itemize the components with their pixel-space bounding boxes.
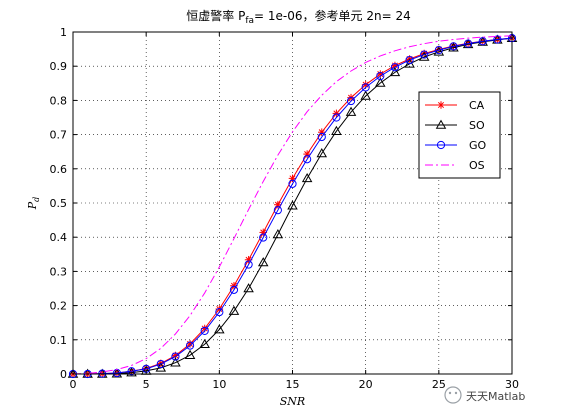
data-point-go (346, 96, 356, 106)
legend-label-so: SO (469, 119, 485, 132)
data-point-go (229, 285, 239, 294)
data-point-so (331, 125, 342, 135)
data-point-go (156, 359, 165, 369)
y-tick-label: 0.2 (50, 300, 68, 313)
data-point-go (317, 132, 326, 142)
data-point-go (259, 233, 268, 242)
data-point-go (273, 206, 282, 215)
watermark: 天天Matlab (444, 386, 525, 404)
series-go (68, 34, 517, 379)
x-tick-label: 25 (432, 378, 446, 391)
y-tick-label: 0.6 (50, 163, 68, 176)
watermark-text: 天天Matlab (466, 390, 525, 403)
y-axis-label: Pd (26, 197, 41, 211)
data-point-go (244, 260, 253, 269)
legend-marker-go (436, 140, 446, 150)
data-point-go (493, 35, 502, 44)
legend-marker-ca (437, 101, 445, 109)
data-point-go (464, 39, 473, 48)
x-tick-label: 20 (359, 378, 373, 391)
data-point-go (405, 55, 414, 65)
data-point-go (215, 307, 224, 317)
data-point-so (316, 148, 328, 158)
data-point-ca (332, 109, 341, 118)
data-point-so (418, 51, 430, 61)
data-point-so (214, 324, 225, 334)
y-tick-label: 0.8 (50, 94, 68, 107)
data-point-so (287, 200, 298, 210)
x-tick-label: 5 (143, 378, 150, 391)
y-tick-label: 0.4 (50, 231, 68, 244)
data-point-so (184, 349, 196, 359)
y-tick-label: 0.9 (50, 60, 68, 73)
data-point-go (303, 155, 312, 164)
legend: CA SO GO OS (418, 91, 501, 179)
data-point-go (478, 37, 487, 46)
data-point-go (171, 352, 180, 361)
data-point-so (170, 357, 181, 367)
data-point-so (375, 77, 386, 87)
x-tick-label: 0 (70, 378, 77, 391)
data-point-go (434, 46, 443, 55)
grid (73, 32, 512, 374)
data-point-go (288, 179, 297, 188)
x-tick-label: 15 (286, 378, 300, 391)
legend-marker-so (435, 119, 447, 129)
data-point-so (272, 229, 284, 239)
x-tick-label: 30 (505, 378, 519, 391)
y-tick-label: 0.5 (50, 197, 68, 210)
watermark-logo-icon (444, 386, 462, 404)
data-point-go (390, 63, 400, 72)
legend-label-go: GO (469, 139, 487, 152)
data-point-so (228, 305, 240, 315)
data-point-so (301, 172, 313, 183)
y-tick-label: 0.3 (50, 265, 68, 278)
series-line-go (73, 37, 513, 375)
data-point-so (389, 66, 401, 77)
y-tick-label: 0.1 (50, 334, 68, 347)
y-tick-label: 1 (60, 26, 67, 39)
series-os (72, 35, 513, 375)
x-axis-label: SNR (280, 395, 305, 408)
data-point-go (420, 50, 429, 59)
data-point-go (127, 367, 136, 376)
data-point-so (199, 338, 210, 349)
series-line-os (72, 35, 513, 375)
data-point-go (361, 83, 370, 92)
data-point-go (332, 113, 341, 122)
legend-box (418, 91, 501, 179)
chart-title: 恒虚警率 Pfa= 1e-06，参考单元 2n= 24 (186, 8, 410, 26)
data-point-so (243, 283, 254, 293)
data-point-go (185, 341, 195, 350)
y-tick-label: 0.7 (50, 129, 68, 142)
data-point-so (257, 257, 269, 267)
data-point-go (200, 326, 209, 336)
x-tick-label: 10 (212, 378, 226, 391)
data-point-so (345, 106, 357, 116)
legend-label-ca: CA (469, 99, 485, 112)
legend-label-os: OS (469, 159, 485, 172)
plot-area (73, 32, 512, 374)
data-point-go (449, 42, 458, 51)
data-point-so (126, 367, 137, 377)
y-tick-label: 0 (60, 368, 67, 381)
data-point-so (360, 90, 371, 100)
data-point-go (376, 72, 385, 81)
